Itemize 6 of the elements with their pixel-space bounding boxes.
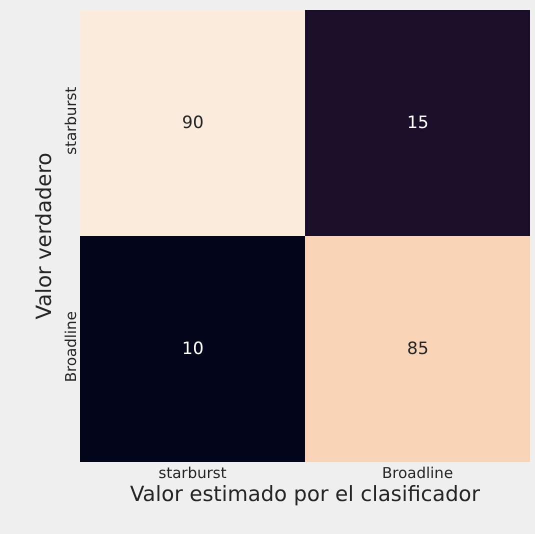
y-axis-title: Valor verdadero	[32, 152, 56, 320]
data-label: 85	[407, 339, 429, 359]
x-axis-title: Valor estimado por el clasificador	[130, 482, 480, 506]
data-label: 10	[182, 339, 204, 359]
data-label: 15	[407, 113, 429, 133]
data-label: 90	[182, 113, 204, 133]
